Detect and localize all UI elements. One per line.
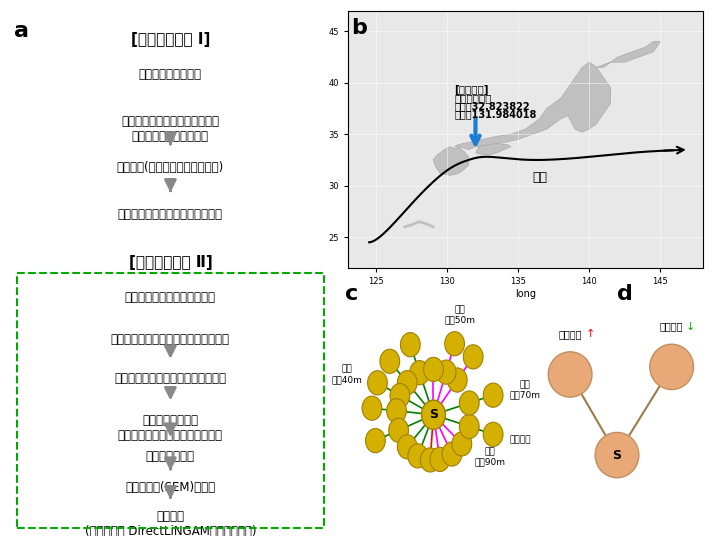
Polygon shape (454, 62, 611, 150)
Circle shape (398, 370, 417, 395)
Circle shape (420, 448, 440, 472)
Text: 沿岸
距雦70m: 沿岸 距雦70m (509, 380, 540, 400)
Circle shape (422, 400, 445, 429)
Circle shape (380, 349, 400, 374)
Circle shape (459, 391, 479, 415)
Circle shape (442, 442, 462, 466)
Polygon shape (433, 146, 469, 175)
Circle shape (668, 361, 675, 373)
Circle shape (613, 450, 621, 460)
Text: 軽度：131.984018: 軽度：131.984018 (454, 109, 537, 120)
Text: 海草と海藻の出現の規則性の評価: 海草と海藻の出現の規則性の評価 (118, 209, 223, 221)
Circle shape (452, 432, 471, 456)
Text: 機械学習(アソシエーション解析): 機械学習(アソシエーション解析) (116, 161, 224, 175)
Text: S: S (429, 408, 438, 421)
Text: 沿岸
距雦90m: 沿岸 距雦90m (474, 447, 506, 466)
Text: 沿岸
距雦50m: 沿岸 距雦50m (444, 306, 476, 325)
Circle shape (464, 345, 483, 369)
Text: 疫学的な地理的評価: 疫学的な地理的評価 (139, 68, 202, 81)
Text: 生物学的・物理化学的な評価: 生物学的・物理化学的な評価 (125, 292, 216, 304)
Circle shape (410, 361, 430, 385)
Text: 底泥亜鱛: 底泥亜鱛 (660, 322, 684, 332)
Ellipse shape (650, 344, 694, 390)
Circle shape (430, 448, 449, 472)
Text: 黒潮: 黒潮 (532, 170, 547, 183)
Circle shape (484, 383, 503, 407)
Circle shape (436, 360, 456, 384)
Text: 海草繁茂に関わる
底泥の細菌構造の計算科学的推定: 海草繁茂に関わる 底泥の細菌構造の計算科学的推定 (118, 414, 223, 442)
Text: 養殖施設: 養殖施設 (509, 435, 530, 444)
Text: 炭素豌留の確認と微生物構造の変化: 炭素豌留の確認と微生物構造の変化 (114, 372, 226, 385)
Text: a: a (13, 21, 28, 41)
Text: 海草が繁茂する例外的地域の特徴抗出: 海草が繁茂する例外的地域の特徴抗出 (111, 333, 230, 346)
Circle shape (362, 396, 382, 420)
Text: [調査地域]: [調査地域] (454, 85, 488, 95)
Polygon shape (476, 144, 511, 155)
Circle shape (484, 422, 503, 446)
Circle shape (424, 358, 443, 382)
Circle shape (459, 414, 479, 438)
Text: ↑: ↑ (586, 329, 595, 339)
Circle shape (368, 371, 388, 395)
Text: 緯度：32.823822: 緯度：32.823822 (454, 101, 530, 111)
Circle shape (389, 418, 408, 442)
Circle shape (366, 428, 386, 453)
Circle shape (400, 333, 420, 357)
Text: d: d (617, 284, 633, 304)
Text: 機械学習の活用: 機械学習の活用 (146, 450, 195, 463)
Ellipse shape (595, 433, 639, 478)
Circle shape (444, 332, 464, 356)
X-axis label: long: long (515, 289, 536, 299)
Polygon shape (596, 42, 660, 68)
Text: 底泥炭素: 底泥炭素 (558, 329, 582, 339)
Circle shape (408, 444, 427, 468)
Circle shape (398, 435, 417, 459)
Text: 構造方程式(SEM)の構築: 構造方程式(SEM)の構築 (126, 481, 215, 494)
Circle shape (387, 399, 406, 423)
Text: [解析ステップ Ⅰ]: [解析ステップ Ⅰ] (131, 32, 210, 47)
Circle shape (567, 369, 574, 380)
Circle shape (447, 368, 467, 392)
Circle shape (390, 383, 410, 408)
Text: 大分県佐伯市: 大分県佐伯市 (454, 93, 491, 103)
Text: S: S (613, 449, 621, 461)
Text: ↓: ↓ (686, 322, 695, 332)
Text: 因果推論
(媒介分析／ DirectLiNGAM／ベイズ推論): 因果推論 (媒介分析／ DirectLiNGAM／ベイズ推論) (84, 510, 256, 536)
Text: [解析ステップ Ⅱ]: [解析ステップ Ⅱ] (129, 255, 212, 270)
Text: 沿岸
距雦40m: 沿岸 距雦40m (332, 364, 363, 384)
Ellipse shape (548, 352, 592, 397)
Text: b: b (351, 18, 367, 39)
Text: 大分県の長年の調査結果の活用
海草と海藻の分布データ: 大分県の長年の調査結果の活用 海草と海藻の分布データ (121, 115, 219, 143)
Text: c: c (345, 284, 358, 304)
